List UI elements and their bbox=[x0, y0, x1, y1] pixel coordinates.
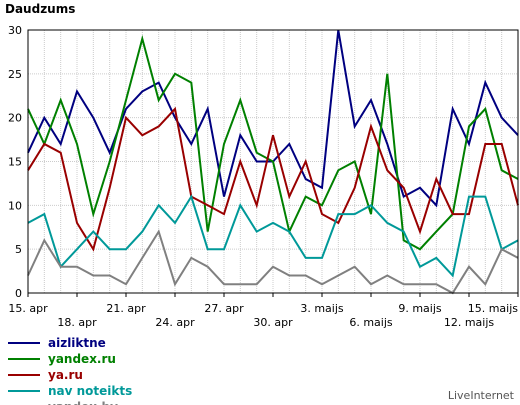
x-tick-label: 18. apr bbox=[57, 316, 97, 329]
y-tick-label: 15 bbox=[8, 156, 22, 169]
chart-title: Daudzums bbox=[5, 2, 75, 16]
plot-frame bbox=[27, 29, 519, 294]
x-axis-ticks: 15. apr 18. apr 21. apr 24. apr 27. apr 30. a… bbox=[8, 293, 519, 329]
series-line bbox=[27, 229, 519, 295]
x-tick-label: 27. apr bbox=[204, 302, 244, 315]
legend-label: yandex.ru bbox=[48, 352, 116, 366]
x-tick-label: 15. apr bbox=[8, 302, 48, 315]
legend: aizliktne yandex.ru ya.ru nav noteikts yande… bbox=[8, 336, 132, 405]
y-axis-ticks: 0 5 10 15 20 25 30 bbox=[8, 24, 22, 300]
x-tick-label: 3. maijs bbox=[300, 302, 344, 315]
x-tick-label: 6. maijs bbox=[349, 316, 393, 329]
legend-label: aizliktne bbox=[48, 336, 106, 350]
y-tick-label: 30 bbox=[8, 24, 22, 37]
y-tick-label: 5 bbox=[15, 243, 22, 256]
x-tick-label: 24. apr bbox=[155, 316, 195, 329]
legend-label: nav noteikts bbox=[48, 384, 132, 398]
x-tick-label: 15. maijs bbox=[468, 302, 519, 315]
x-tick-label: 9. maijs bbox=[398, 302, 442, 315]
x-tick-label: 12. maijs bbox=[444, 316, 495, 329]
y-tick-label: 0 bbox=[15, 287, 22, 300]
legend-label: ya.ru bbox=[48, 368, 83, 382]
y-tick-label: 25 bbox=[8, 68, 22, 81]
series-line bbox=[27, 106, 519, 252]
series-line bbox=[27, 34, 519, 251]
brand-label: LiveInternet bbox=[448, 389, 515, 402]
y-tick-label: 10 bbox=[8, 199, 22, 212]
series-line bbox=[27, 194, 519, 278]
x-tick-label: 30. apr bbox=[253, 316, 293, 329]
y-tick-label: 20 bbox=[8, 112, 22, 125]
series-lines bbox=[27, 29, 519, 295]
legend-label: yandex.by bbox=[48, 400, 118, 405]
x-tick-label: 21. apr bbox=[106, 302, 146, 315]
